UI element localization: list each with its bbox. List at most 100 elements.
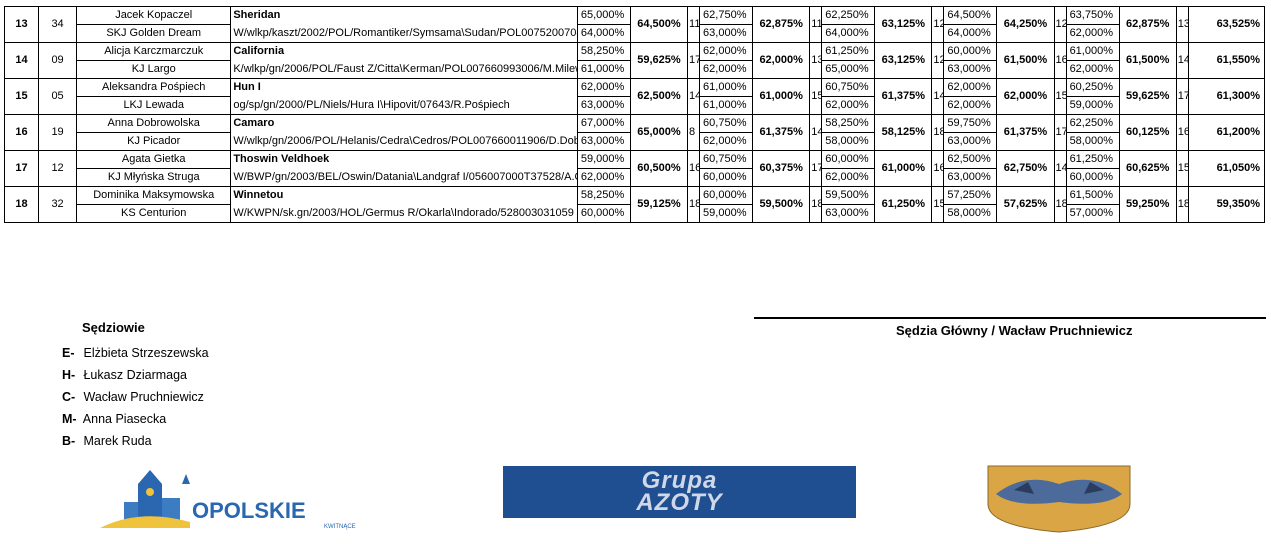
judge-rank-cell: 18 <box>809 186 823 223</box>
place-cell: 15 <box>3 78 40 115</box>
judge-rank-cell: 17 <box>1053 114 1067 151</box>
judge-average-cell: 60,625% <box>1118 150 1177 187</box>
judge-score-bottom: 63,000% <box>943 132 998 151</box>
rider-name-cell: Aleksandra Pośpiech <box>76 78 232 97</box>
rider-name-cell: Jacek Kopaczel <box>76 6 232 25</box>
judge-score-top: 61,500% <box>1065 186 1120 205</box>
final-result-cell: 61,300% <box>1187 78 1266 115</box>
judge-rank-cell: 14 <box>931 78 945 115</box>
place-cell: 13 <box>3 6 40 43</box>
judge-score-top: 67,000% <box>576 114 631 133</box>
table-row: 17 12 Agata Gietka Thoswin Veldhoek 59,000% 6… <box>3 150 1266 187</box>
horse-name-cell: Sheridan <box>230 6 578 25</box>
azoty-line1: Grupa <box>641 467 718 494</box>
judge-rank-cell: 18 <box>1175 186 1189 223</box>
judge-average-cell: 58,125% <box>874 114 933 151</box>
judge-score-bottom: 61,000% <box>699 96 754 115</box>
judge-score-top: 60,750% <box>699 114 754 133</box>
castle-icon <box>100 470 190 528</box>
judge-average-cell: 59,625% <box>629 42 689 79</box>
judge-score-bottom: 62,000% <box>699 60 754 79</box>
judge-rank-cell: 15 <box>1053 78 1067 115</box>
judge-rank-cell: 15-16 <box>809 78 823 115</box>
club-name-cell: KJ Młyńska Struga <box>76 168 232 187</box>
judge-average-cell: 62,875% <box>1118 6 1177 43</box>
judge-score-top: 61,250% <box>1065 150 1120 169</box>
judge-score-bottom: 62,000% <box>821 96 876 115</box>
judge-score-top: 58,250% <box>821 114 876 133</box>
judge-rank-cell: 12 <box>1053 6 1067 43</box>
judge-average-cell: 65,000% <box>629 114 689 151</box>
judge-score-bottom: 60,000% <box>576 204 631 223</box>
judge-score-top: 60,000% <box>699 186 754 205</box>
judge-score-top: 62,000% <box>699 42 754 61</box>
horse-name-cell: Thoswin Veldhoek <box>230 150 578 169</box>
horse-pedigree-cell: W/KWPN/sk.gn/2003/HOL/Germus R/Okarla\In… <box>230 204 578 223</box>
judge-average-cell: 61,500% <box>1118 42 1177 79</box>
judge-score-bottom: 60,000% <box>699 168 754 187</box>
start-number-cell: 09 <box>38 42 78 79</box>
rider-name-cell: Agata Gietka <box>76 150 232 169</box>
judge-score-bottom: 60,000% <box>1065 168 1120 187</box>
final-result-cell: 63,525% <box>1187 6 1266 43</box>
judge-score-top: 59,000% <box>576 150 631 169</box>
judge-score-bottom: 62,000% <box>1065 60 1120 79</box>
judge-name: Anna Piasecka <box>82 412 167 426</box>
horse-pedigree-cell: K/wlkp/gn/2006/POL/Faust Z/Citta\Kerman/… <box>230 60 578 79</box>
judge-average-cell: 59,250% <box>1118 186 1177 223</box>
judge-name: Wacław Pruchniewicz <box>83 390 204 404</box>
judges-title: Sędziowie <box>82 320 145 335</box>
judge-rank-cell: 12-13 <box>931 42 945 79</box>
judge-average-cell: 62,500% <box>629 78 689 115</box>
judge-rank-cell: 16 <box>687 150 701 187</box>
judge-score-bottom: 62,000% <box>1065 24 1120 43</box>
judge-name: Łukasz Dziarmaga <box>83 368 187 382</box>
horse-pedigree-cell: W/BWP/gn/2003/BEL/Oswin/Datania\Landgraf… <box>230 168 578 187</box>
judge-average-cell: 61,250% <box>874 186 933 223</box>
chief-signature-line <box>754 317 1266 319</box>
table-row: 18 32 Dominika Maksymowska Winnetou 58,250% 5… <box>3 186 1266 223</box>
judge-score-top: 62,000% <box>943 78 998 97</box>
judge-rank-cell: 18 <box>931 114 945 151</box>
judge-score-top: 60,250% <box>1065 78 1120 97</box>
judge-code: B- <box>62 434 76 448</box>
judge-score-bottom: 65,000% <box>821 60 876 79</box>
judge-score-top: 62,250% <box>821 6 876 25</box>
judge-score-bottom: 59,000% <box>1065 96 1120 115</box>
judge-average-cell: 62,875% <box>752 6 811 43</box>
judge-rank-cell: 17 <box>1175 78 1189 115</box>
judge-item: H- Łukasz Dziarmaga <box>62 368 209 390</box>
start-number-cell: 05 <box>38 78 78 115</box>
judge-score-top: 58,250% <box>576 42 631 61</box>
club-name-cell: LKJ Lewada <box>76 96 232 115</box>
judge-score-top: 60,000% <box>943 42 998 61</box>
azoty-line2: AZOTY <box>636 489 723 516</box>
judge-score-bottom: 62,000% <box>576 168 631 187</box>
horse-name-cell: Hun I <box>230 78 578 97</box>
table-row: 16 19 Anna Dobrowolska Camaro 67,000% 65,000%… <box>3 114 1266 151</box>
judge-average-cell: 61,375% <box>996 114 1055 151</box>
judge-score-bottom: 63,000% <box>576 96 631 115</box>
judge-score-bottom: 62,000% <box>821 168 876 187</box>
table-row-continuation: KS Centurion W/KWPN/sk.gn/2003/HOL/Germus… <box>5 204 1265 223</box>
judge-score-bottom: 58,000% <box>943 204 998 223</box>
place-cell: 14 <box>3 42 40 79</box>
judge-rank-cell: 8 <box>687 114 701 151</box>
club-name-cell: KS Centurion <box>76 204 232 223</box>
judge-average-cell: 61,000% <box>752 78 811 115</box>
club-name-cell: KJ Largo <box>76 60 232 79</box>
judge-average-cell: 59,125% <box>629 186 689 223</box>
horse-pedigree-cell: og/sp/gn/2000/PL/Niels/Hura I\Hipovit/07… <box>230 96 578 115</box>
coat-of-arms-icon <box>987 465 1131 533</box>
opolskie-tagline: KWITNĄCE <box>324 524 356 530</box>
place-cell: 18 <box>3 186 40 223</box>
judge-average-cell: 61,000% <box>874 150 933 187</box>
judge-score-bottom: 63,000% <box>576 132 631 151</box>
judge-average-cell: 61,375% <box>874 78 933 115</box>
start-number-cell: 12 <box>38 150 78 187</box>
judge-rank-cell: 11 <box>687 6 701 43</box>
judge-rank-cell: 17 <box>809 150 823 187</box>
start-number-cell: 34 <box>38 6 78 43</box>
club-name-cell: KJ Picador <box>76 132 232 151</box>
judge-average-cell: 59,625% <box>1118 78 1177 115</box>
